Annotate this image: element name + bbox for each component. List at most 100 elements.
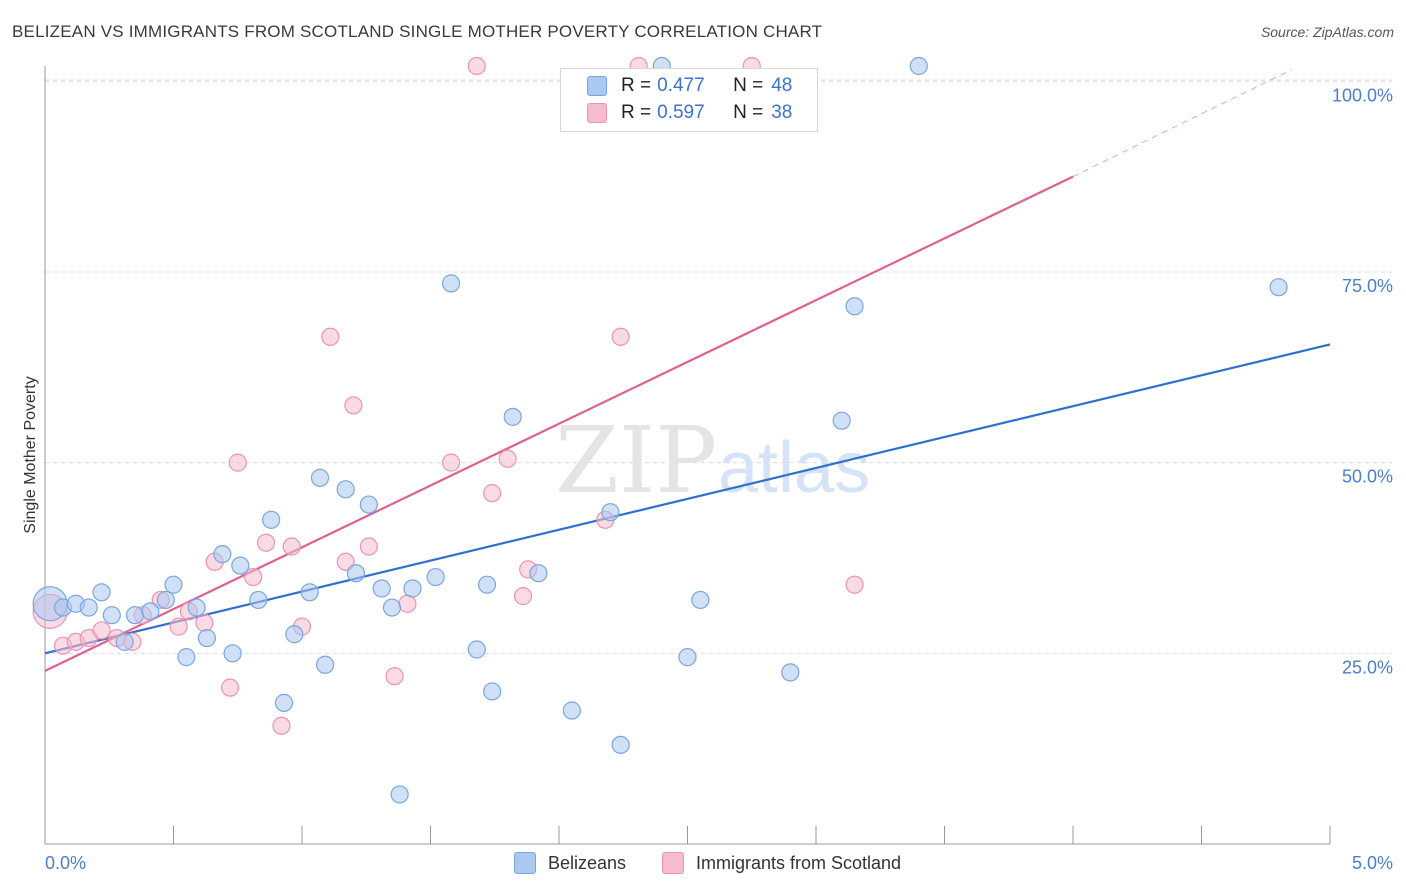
point-scotland	[483, 484, 502, 503]
stats-legend: R = 0.477 N = 48 R = 0.597 N = 38	[560, 68, 818, 132]
legend-r-label: R =	[621, 102, 652, 123]
point-scotland	[282, 537, 301, 556]
x-tick-label-max: 5.0%	[1352, 853, 1393, 873]
point-belizeans	[310, 468, 330, 487]
point-belizeans	[426, 567, 445, 587]
point-belizeans	[336, 480, 355, 499]
point-scotland	[385, 667, 404, 686]
point-belizeans	[390, 785, 409, 804]
point-belizeans	[529, 564, 548, 583]
y-tick-label: 25.0%	[1342, 657, 1393, 677]
point-belizeans	[503, 407, 522, 426]
point-belizeans	[909, 56, 928, 76]
point-belizeans	[316, 655, 335, 674]
point-belizeans	[601, 503, 620, 522]
point-belizeans	[92, 583, 111, 602]
point-belizeans	[477, 575, 497, 594]
legend-row-belizeans: R = 0.477 N = 48	[587, 74, 792, 98]
point-scotland	[513, 587, 533, 606]
trend-line-belizeans	[44, 343, 1331, 655]
y-tick-label: 75.0%	[1342, 276, 1393, 296]
point-belizeans	[562, 701, 581, 720]
point-scotland	[845, 575, 864, 594]
x-tick-labels: 0.0% 5.0%	[45, 853, 1393, 873]
point-belizeans	[231, 556, 250, 575]
point-scotland	[272, 716, 291, 735]
point-belizeans	[300, 583, 319, 602]
x-tick-label-min: 0.0%	[45, 853, 86, 873]
point-belizeans	[187, 598, 206, 617]
point-scotland	[228, 453, 247, 472]
point-belizeans	[359, 495, 378, 514]
trend-line-scotland-extension	[1072, 69, 1292, 178]
point-scotland	[611, 327, 630, 346]
legend-r-label: R =	[621, 75, 652, 96]
point-belizeans	[611, 735, 630, 754]
point-belizeans	[213, 545, 232, 564]
point-belizeans	[483, 682, 502, 701]
legend-swatch-pink	[587, 103, 607, 123]
point-belizeans	[164, 575, 183, 594]
source-label: Source: ZipAtlas.com	[1260, 24, 1394, 40]
point-belizeans	[832, 411, 851, 430]
point-scotland	[398, 594, 417, 613]
point-scotland	[344, 396, 363, 415]
point-scotland	[441, 453, 461, 472]
watermark-zip: ZIP	[555, 407, 717, 514]
point-belizeans	[141, 602, 160, 621]
point-belizeans	[79, 598, 98, 617]
legend-n-value: 48	[771, 75, 793, 96]
point-belizeans	[382, 598, 402, 617]
point-belizeans	[678, 648, 697, 667]
point-belizeans	[372, 579, 391, 598]
legend-n-label: N =	[733, 102, 764, 123]
point-belizeans	[285, 625, 304, 644]
legend-swatch-belizeans	[514, 852, 536, 874]
point-belizeans	[156, 590, 175, 610]
chart-title: BELIZEAN VS IMMIGRANTS FROM SCOTLAND SIN…	[12, 22, 823, 41]
point-scotland	[359, 537, 378, 556]
point-belizeans	[125, 606, 145, 625]
legend-item-scotland: Immigrants from Scotland	[662, 852, 901, 874]
point-belizeans	[102, 606, 121, 625]
y-axis-title: Single Mother Poverty	[22, 376, 39, 533]
legend-swatch-blue	[587, 76, 607, 96]
watermark-atlas: atlas	[718, 428, 870, 508]
point-scotland	[244, 567, 263, 587]
axes	[44, 66, 1331, 845]
point-belizeans	[691, 590, 710, 610]
point-belizeans	[441, 274, 461, 293]
series-legend: Belizeans Immigrants from Scotland	[0, 852, 1406, 878]
legend-item-belizeans: Belizeans	[514, 852, 626, 874]
point-scotland	[195, 613, 214, 632]
y-tick-labels: 25.0% 50.0% 75.0% 100.0%	[1332, 85, 1393, 677]
point-scotland	[92, 621, 111, 640]
legend-row-scotland: R = 0.597 N = 38	[587, 101, 792, 125]
legend-n-value: 38	[771, 102, 793, 123]
point-belizeans	[845, 297, 864, 316]
legend-label-scotland: Immigrants from Scotland	[696, 852, 902, 873]
legend-r-value: 0.597	[657, 102, 705, 123]
point-scotland	[336, 552, 355, 571]
watermark: ZIP atlas	[555, 407, 870, 514]
point-scotland	[467, 56, 486, 76]
point-belizeans	[467, 640, 486, 659]
point-belizeans	[223, 644, 242, 663]
legend-label-belizeans: Belizeans	[548, 852, 627, 873]
trend-lines	[44, 69, 1331, 672]
point-scotland	[498, 449, 517, 468]
point-belizeans	[177, 648, 196, 667]
legend-n-label: N =	[733, 75, 764, 96]
point-belizeans	[262, 510, 281, 529]
trend-line-scotland	[44, 175, 1074, 672]
point-belizeans	[197, 628, 217, 648]
point-belizeans	[346, 564, 366, 583]
point-belizeans	[249, 590, 268, 610]
point-belizeans	[403, 579, 422, 598]
data-points	[32, 56, 1288, 804]
point-belizeans	[1269, 278, 1288, 297]
point-scotland	[256, 533, 276, 552]
point-belizeans	[115, 632, 134, 651]
point-scotland	[169, 617, 188, 636]
